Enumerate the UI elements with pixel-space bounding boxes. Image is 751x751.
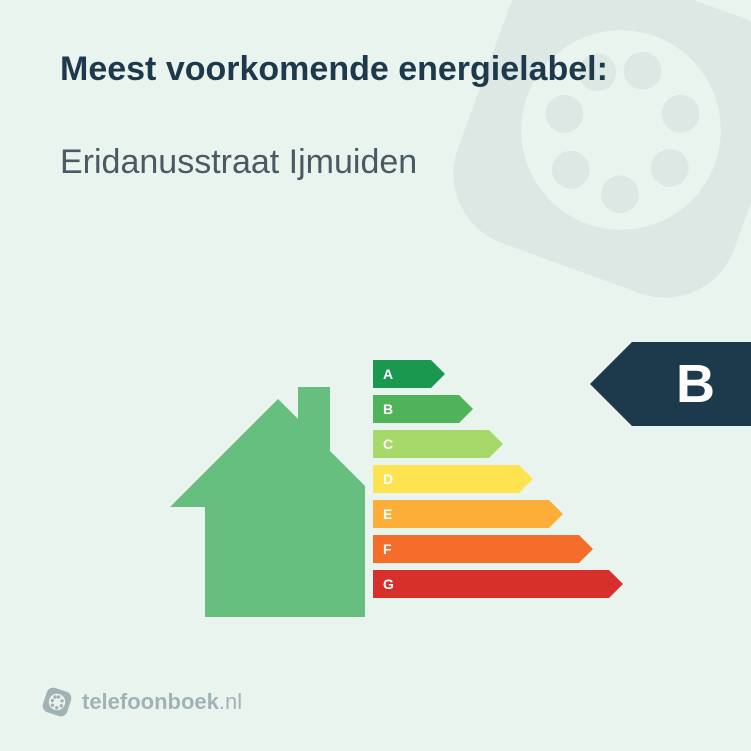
result-letter: B: [676, 353, 715, 415]
energy-bar-tip: [431, 360, 445, 388]
brand-logo-icon: [42, 687, 72, 717]
page-title: Meest voorkomende energielabel:: [60, 50, 691, 89]
house-icon: [170, 377, 365, 617]
energy-bar-a: A: [373, 360, 609, 388]
energy-bar-body: G: [373, 570, 609, 598]
result-badge-arrow: [590, 342, 632, 426]
energy-bar-tip: [519, 465, 533, 493]
brand-tld: .nl: [219, 689, 242, 714]
energy-bar-body: F: [373, 535, 579, 563]
energy-bar-body: A: [373, 360, 431, 388]
energy-bar-tip: [549, 500, 563, 528]
energy-bar-tip: [609, 570, 623, 598]
energy-bar-body: C: [373, 430, 489, 458]
energy-bar-body: D: [373, 465, 519, 493]
brand-text: telefoonboek.nl: [82, 689, 242, 715]
energy-bar-d: D: [373, 465, 609, 493]
result-badge: B: [632, 342, 751, 426]
energy-bar-tip: [489, 430, 503, 458]
energy-bar-e: E: [373, 500, 609, 528]
energy-label-chart: ABCDEFG B: [0, 342, 751, 642]
energy-bar-tip: [459, 395, 473, 423]
footer-brand: telefoonboek.nl: [42, 687, 242, 717]
energy-bar-body: B: [373, 395, 459, 423]
energy-bar-body: E: [373, 500, 549, 528]
location-subtitle: Eridanusstraat Ijmuiden: [60, 143, 691, 182]
energy-bar-c: C: [373, 430, 609, 458]
energy-bar-f: F: [373, 535, 609, 563]
energy-bar-b: B: [373, 395, 609, 423]
energy-bar-g: G: [373, 570, 609, 598]
energy-bar-tip: [579, 535, 593, 563]
brand-name: telefoonboek: [82, 689, 219, 714]
